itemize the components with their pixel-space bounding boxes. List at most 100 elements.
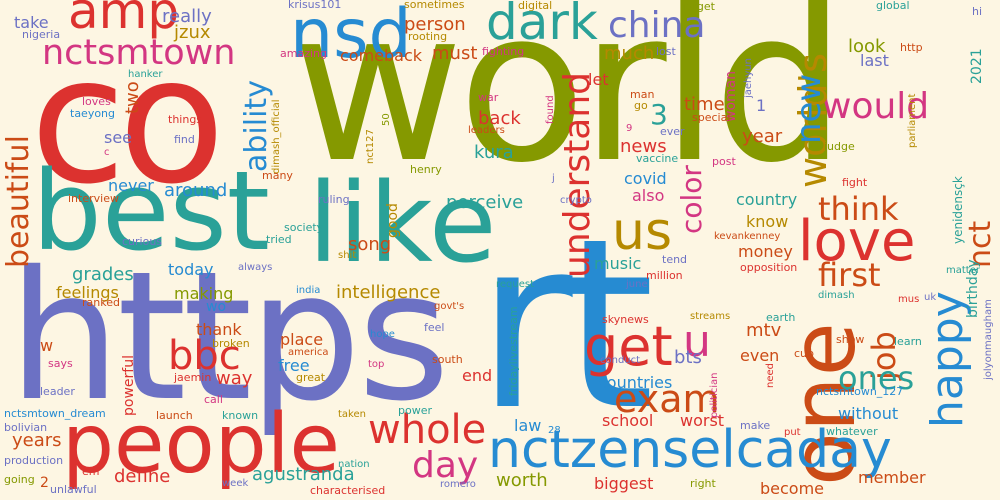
word: really	[162, 6, 212, 27]
word: see	[104, 128, 133, 147]
word: characterised	[310, 484, 386, 497]
word: many	[262, 169, 293, 182]
word: u	[683, 316, 711, 367]
word: worth	[496, 470, 548, 491]
word: perceive	[446, 192, 524, 213]
word: would	[822, 86, 930, 127]
word: million	[646, 269, 683, 282]
word: back	[478, 108, 521, 129]
word: man	[630, 88, 655, 101]
word: good	[385, 203, 401, 238]
word: feel	[424, 321, 445, 334]
word: lost	[656, 45, 676, 58]
word: jaehyun	[743, 58, 754, 98]
word: society	[284, 221, 324, 234]
word: comeback	[340, 46, 423, 65]
word: person	[404, 14, 466, 35]
word: jolyonmaugham	[983, 299, 994, 380]
word: america	[288, 347, 329, 358]
word: top	[368, 359, 385, 370]
word: right	[690, 477, 716, 490]
word: whatever	[826, 425, 878, 438]
word: amazing	[280, 47, 327, 60]
word: yenidensçk	[951, 176, 965, 244]
word: find	[174, 133, 195, 146]
word: j	[552, 173, 555, 184]
word: way	[216, 368, 253, 389]
word: exam	[614, 377, 720, 421]
word: world	[292, 0, 846, 209]
word: call	[204, 393, 223, 406]
word: week	[222, 478, 249, 489]
word: launch	[156, 409, 193, 422]
word: time	[684, 94, 725, 115]
word: agustranda	[252, 464, 355, 485]
word: power	[398, 404, 432, 417]
word: money	[738, 242, 793, 261]
word: country	[736, 190, 798, 209]
word: need	[765, 363, 776, 388]
word: 2021	[969, 48, 985, 84]
word: school	[602, 411, 654, 430]
word: member	[858, 468, 926, 487]
word: streams	[690, 311, 731, 322]
word: loves	[82, 95, 111, 108]
word: best	[32, 147, 270, 275]
word: things	[168, 113, 203, 126]
word: become	[760, 479, 825, 498]
word: think	[818, 190, 899, 228]
word: co	[30, 20, 225, 223]
word: understand	[557, 71, 598, 278]
word: thank	[196, 320, 242, 339]
word: get	[584, 315, 673, 378]
word: 1	[756, 96, 767, 115]
word: let	[588, 70, 609, 89]
word: whole	[368, 407, 487, 453]
word: dimash	[818, 290, 855, 301]
word: learn	[894, 335, 922, 348]
word: interview	[68, 192, 119, 205]
word: mus	[898, 294, 920, 305]
word: ranked	[82, 296, 120, 309]
word: us	[612, 202, 673, 262]
word: nctsmtown_127	[816, 385, 904, 398]
word: ability	[239, 80, 274, 172]
word: day	[412, 445, 479, 486]
word: new	[789, 73, 829, 144]
word: https	[8, 233, 450, 440]
word: unlawful	[50, 483, 97, 496]
word: powerful	[121, 355, 137, 416]
word: ones	[838, 359, 915, 397]
word: worst	[680, 411, 725, 430]
word: news	[620, 136, 667, 157]
word: vaccine	[636, 152, 679, 165]
word: krisus101	[288, 0, 342, 11]
word: w	[40, 336, 54, 355]
word: around	[164, 180, 228, 201]
word: 9	[626, 123, 633, 134]
word: taken	[338, 409, 366, 420]
word: cup	[794, 347, 815, 360]
word: broken	[212, 337, 250, 350]
word: em	[82, 465, 100, 478]
word: forget	[682, 0, 715, 13]
word: bbc	[168, 333, 241, 379]
word: special	[692, 111, 731, 124]
word: show	[836, 333, 865, 346]
word: sometimes	[404, 0, 465, 11]
word: free	[278, 356, 310, 375]
word: mtv	[746, 320, 782, 341]
word: must	[432, 43, 478, 64]
word: kevankenney	[714, 231, 781, 242]
word: love	[798, 209, 916, 274]
word: make	[740, 419, 771, 432]
word: ever	[660, 125, 685, 138]
word: countries	[598, 373, 673, 392]
word: hope	[370, 329, 395, 340]
word: kura	[474, 142, 514, 163]
word: nctsmtown	[42, 33, 236, 73]
word: uk	[924, 292, 937, 303]
word: bolivian	[4, 421, 48, 434]
word: dark	[486, 0, 598, 51]
word: says	[48, 357, 73, 370]
